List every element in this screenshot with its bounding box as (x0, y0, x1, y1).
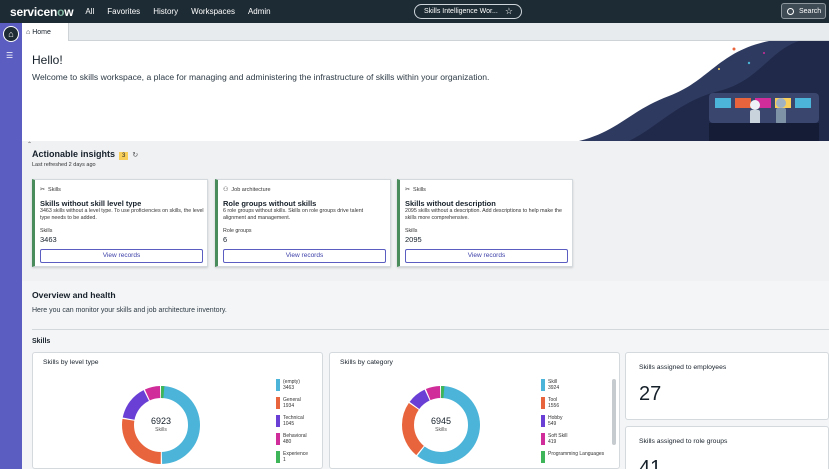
chart-legend: Skill 3924 Tool 1556 Hobby 549 Soft Skill 41… (541, 379, 604, 469)
chart-skills-by-level-type: Skills by level type 6923 Skills (empty)… (32, 352, 323, 469)
kpi-skills-assigned-role-groups: Skills assigned to role groups 41 (625, 426, 829, 469)
refresh-icon[interactable]: ↻ (132, 152, 139, 159)
legend-item[interactable]: Experience 1 (276, 451, 308, 469)
tab-home[interactable]: ⌂ Home (22, 23, 69, 41)
nav-link-favorites[interactable]: Favorites (107, 7, 141, 16)
hero-banner: Hello! Welcome to skills workspace, a pl… (22, 41, 829, 141)
card-category: ⚇ Job architecture (223, 187, 271, 193)
insight-card-skill-description: ✂ Skills Skills without description 2095 … (397, 179, 573, 267)
house-icon: ⌂ (26, 28, 31, 36)
card-category: ✂ Skills (405, 187, 426, 193)
chart-title: Skills by category (340, 359, 393, 366)
view-records-button[interactable]: View records (40, 249, 203, 263)
legend-item[interactable]: Behavioral 480 (276, 433, 308, 451)
donut-chart (122, 386, 200, 464)
legend-item[interactable]: Tool 1556 (541, 397, 604, 415)
workspace-title-pill[interactable]: Skills Intelligence Wor... ☆ (414, 4, 522, 19)
hero-subtitle: Welcome to skills workspace, a place for… (32, 72, 490, 82)
org-chart-icon: ⚇ (223, 187, 229, 193)
search-button[interactable]: Search (781, 3, 826, 19)
legend-item[interactable]: General 1934 (276, 397, 308, 415)
card-description: 6 role groups without skills. Skills on … (223, 208, 364, 221)
kpi-label: Skills assigned to employees (639, 364, 727, 371)
card-metric-label: Skills (40, 228, 53, 234)
insights-title: Actionable insights (32, 149, 116, 159)
top-nav: servicenow All Favorites History Workspa… (0, 0, 829, 23)
nav-link-history[interactable]: History (153, 7, 179, 16)
tab-strip: ⌂ Home (22, 23, 829, 41)
donut-unit: Skills (435, 427, 447, 433)
donut-slice-programming-languages[interactable] (402, 386, 480, 464)
donut-total: 6945 (430, 416, 452, 426)
hero-illustration (579, 41, 829, 141)
tab-home-label: Home (32, 28, 51, 36)
card-metric-value: 6 (223, 235, 228, 244)
chart-legend: (empty) 3463 General 1934 Technical 1045 Be… (276, 379, 308, 469)
card-metric-value: 2095 (405, 235, 422, 244)
insight-card-role-groups: ⚇ Job architecture Role groups without sk… (215, 179, 391, 267)
tools-icon: ✂ (40, 187, 46, 193)
kpi-skills-assigned-employees: Skills assigned to employees 27 (625, 352, 829, 420)
kpi-value[interactable]: 27 (639, 383, 662, 405)
last-refreshed: Last refreshed 2 days ago (32, 162, 96, 168)
nav-link-admin[interactable]: Admin (247, 7, 271, 16)
legend-item[interactable]: Hobby 549 (541, 415, 604, 433)
donut-total: 6923 (150, 416, 172, 426)
donut-slice-tool[interactable] (402, 386, 480, 464)
overview-title: Overview and health (32, 290, 116, 300)
legend-item[interactable]: Technical 1045 (276, 415, 308, 433)
card-title: Skills without skill level type (40, 199, 142, 208)
kpi-label: Skills assigned to role groups (639, 438, 728, 445)
nav-links: All Favorites History Workspaces Admin (85, 7, 283, 16)
legend-item[interactable]: Programming Languages (541, 451, 604, 469)
tools-icon: ✂ (405, 187, 411, 193)
legend-scrollbar[interactable] (612, 379, 616, 445)
insights-count-badge: 3 (119, 152, 129, 160)
home-icon[interactable]: ⌂ (3, 26, 19, 42)
donut-unit: Skills (155, 427, 167, 433)
servicenow-logo[interactable]: servicenow (10, 4, 74, 19)
left-rail: ⌂ ☰ (0, 23, 22, 469)
list-icon[interactable]: ☰ (6, 51, 14, 60)
main-content: Hello! Welcome to skills workspace, a pl… (22, 41, 829, 469)
kpi-value[interactable]: 41 (639, 457, 662, 469)
insights-heading: Actionable insights 3 ↻ (32, 149, 138, 160)
chart-skills-by-category: Skills by category 6945 Skills Skill 3924… (329, 352, 620, 469)
search-label: Search (799, 7, 822, 15)
card-description: 3463 skills without a level type. To use… (40, 208, 204, 221)
donut-chart (402, 386, 480, 464)
hero-title: Hello! (32, 53, 63, 67)
card-title: Skills without description (405, 199, 496, 208)
view-records-button[interactable]: View records (405, 249, 568, 263)
card-title: Role groups without skills (223, 199, 317, 208)
overview-subtitle: Here you can monitor your skills and job… (32, 307, 227, 314)
star-icon[interactable]: ☆ (504, 6, 513, 16)
search-icon (787, 7, 794, 15)
legend-item[interactable]: (empty) 3463 (276, 379, 308, 397)
skills-section-title: Skills (32, 338, 51, 345)
card-metric-label: Skills (405, 228, 418, 234)
card-category: ✂ Skills (40, 187, 61, 193)
donut-slice-experience[interactable] (122, 386, 200, 464)
nav-link-workspaces[interactable]: Workspaces (191, 7, 235, 16)
view-records-button[interactable]: View records (223, 249, 386, 263)
legend-item[interactable]: Skill 3924 (541, 379, 604, 397)
card-metric-value: 3463 (40, 235, 57, 244)
donut-slice-general[interactable] (122, 386, 200, 464)
nav-link-all[interactable]: All (85, 7, 95, 16)
divider (32, 329, 829, 330)
collapse-caret-icon[interactable]: ⌃ (27, 142, 33, 148)
chart-title: Skills by level type (43, 359, 99, 366)
workspace-title: Skills Intelligence Wor... (424, 8, 498, 15)
insight-card-skill-level-type: ✂ Skills Skills without skill level type … (32, 179, 208, 267)
legend-item[interactable]: Soft Skill 419 (541, 433, 604, 451)
card-description: 2095 skills without a description. Add d… (405, 208, 562, 221)
card-metric-label: Role groups (223, 228, 252, 234)
